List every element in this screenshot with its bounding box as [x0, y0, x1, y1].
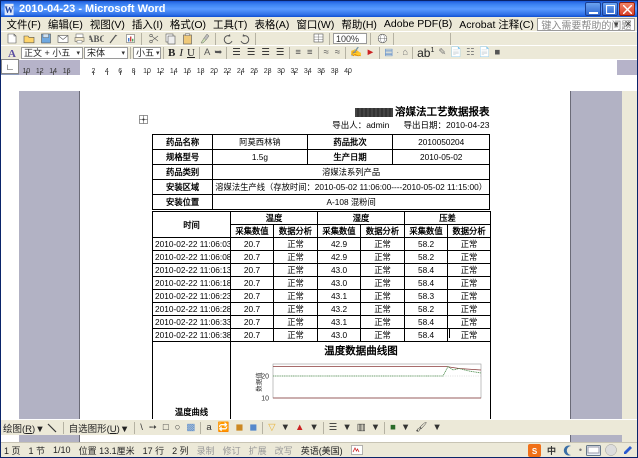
svg-text:温度数据曲线图: 温度数据曲线图 [324, 344, 398, 357]
svg-text:S: S [532, 447, 538, 456]
svg-text:中: 中 [547, 445, 556, 456]
svg-text:A: A [8, 48, 16, 59]
svg-text:ABC: ABC [89, 34, 104, 44]
svg-text:10: 10 [261, 396, 269, 403]
svg-text:20: 20 [261, 374, 269, 381]
svg-text:W: W [5, 4, 14, 14]
